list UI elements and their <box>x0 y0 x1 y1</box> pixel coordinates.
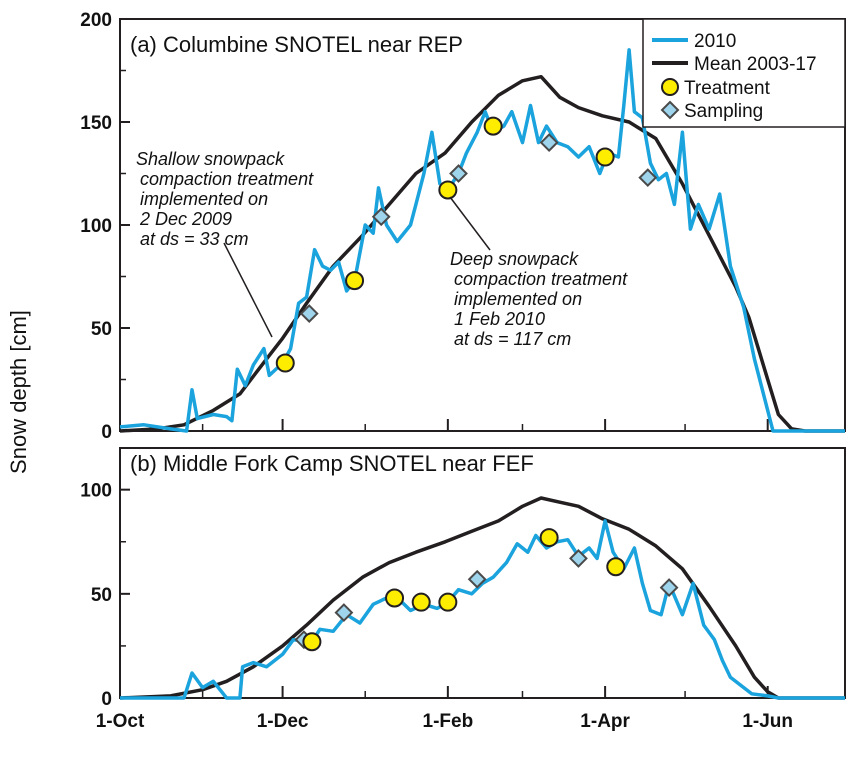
panel-a-treatment-marker <box>595 147 615 167</box>
panel-a-y-tick-label: 0 <box>101 422 112 443</box>
panel-b-ticks: 0 50 100 <box>80 481 769 710</box>
legend-sampling-label: Sampling <box>684 101 763 122</box>
panel-b-treatment-marker <box>411 592 431 612</box>
annotation-line: Deep snowpack <box>450 249 579 269</box>
panel-a-treatment-marker <box>483 116 503 136</box>
panel-a-y-tick-label: 100 <box>80 216 112 237</box>
annotation-pointer-shallow <box>223 242 273 338</box>
legend-mean-label: Mean 2003-17 <box>694 54 817 75</box>
panel-a-treatment-marker <box>275 353 295 373</box>
x-tick-label: 1-Apr <box>580 711 630 732</box>
panel-a-y-tick-label: 150 <box>80 113 112 134</box>
x-tick-label: 1-Oct <box>96 711 145 732</box>
panel-b-markers <box>294 528 679 652</box>
panel-a-treatment-marker <box>438 180 458 200</box>
panel-a-title: (a) Columbine SNOTEL near REP <box>130 32 463 57</box>
legend-sampling-swatch <box>660 100 680 120</box>
annotation-line: 1 Feb 2010 <box>454 309 545 329</box>
panel-a-sampling-marker <box>299 304 319 323</box>
panel-a-sampling-marker <box>638 168 658 188</box>
legend-2010-label: 2010 <box>694 31 736 52</box>
annotation-line: compaction treatment <box>454 269 628 289</box>
legend: 2010 Mean 2003-17 Treatment Sampling <box>642 18 846 128</box>
annotation-line: compaction treatment <box>140 169 314 189</box>
panel-b-series-2010 <box>120 519 845 700</box>
x-tick-label: 1-Dec <box>257 711 309 732</box>
legend-treatment-label: Treatment <box>684 78 771 99</box>
panel-b-treatment-marker <box>302 632 322 652</box>
panel-a-sampling-marker <box>539 133 559 153</box>
panel-a-treatment-marker <box>345 271 365 291</box>
panel-a-y-tick-label: 200 <box>80 10 112 31</box>
panel-a-sampling-marker <box>371 207 391 227</box>
panel-a-series-2010 <box>119 48 845 433</box>
x-tick-label: 1-Feb <box>423 711 474 732</box>
panel-b: (b) Middle Fork Camp SNOTEL near FEF 0 50… <box>80 447 846 710</box>
annotation-pointer-deep <box>449 196 491 251</box>
panel-b-sampling-marker <box>659 578 679 597</box>
panel-b-treatment-marker <box>385 588 405 608</box>
panel-a: (a) Columbine SNOTEL near REP 0 50 100 150 2… <box>80 10 846 443</box>
panel-b-sampling-marker <box>569 549 588 568</box>
annotation-line: at ds = 117 cm <box>454 329 571 349</box>
panel-b-sampling-marker <box>334 603 354 622</box>
x-tick-label: 1-Jun <box>742 711 793 732</box>
panel-b-treatment-marker <box>438 592 458 612</box>
x-tick-labels: 1-Oct 1-Dec 1-Feb 1-Apr 1-Jun <box>96 711 793 732</box>
annotation-line: at ds = 33 cm <box>140 229 249 249</box>
annotation-line: implemented on <box>140 189 268 209</box>
panel-b-series-mean <box>119 496 845 700</box>
panel-a-sampling-marker <box>449 164 468 183</box>
panel-a-lines <box>119 48 845 433</box>
panel-a-ticks: 0 50 100 150 200 <box>80 10 769 443</box>
panel-b-y-tick-label: 0 <box>101 689 112 710</box>
panel-b-sampling-marker <box>467 569 487 589</box>
panel-b-y-tick-label: 50 <box>91 585 112 606</box>
y-axis-label: Snow depth [cm] <box>6 310 31 474</box>
panel-b-frame <box>119 447 846 699</box>
annotation-line: 2 Dec 2009 <box>139 209 232 229</box>
panel-b-treatment-marker <box>606 557 626 577</box>
panel-a-markers <box>275 116 658 373</box>
panel-b-title: (b) Middle Fork Camp SNOTEL near FEF <box>130 451 534 476</box>
legend-treatment-swatch <box>661 78 679 96</box>
panel-b-treatment-marker <box>539 528 559 548</box>
annotation-line: Shallow snowpack <box>136 149 285 169</box>
panel-b-y-tick-label: 100 <box>80 481 112 502</box>
panel-a-y-tick-label: 50 <box>91 319 112 340</box>
panel-b-lines <box>119 496 845 700</box>
annotation-line: implemented on <box>454 289 582 309</box>
